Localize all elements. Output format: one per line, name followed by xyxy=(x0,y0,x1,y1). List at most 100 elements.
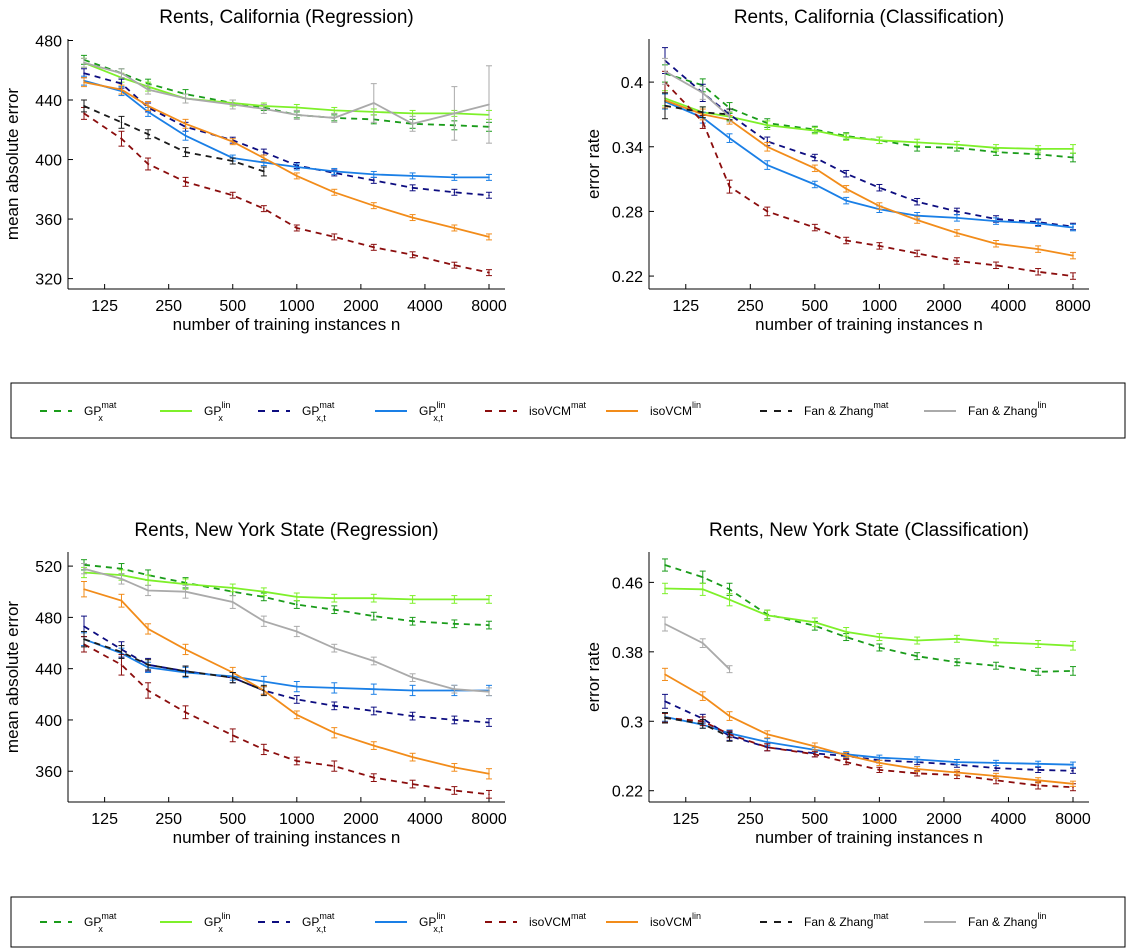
data-point xyxy=(916,639,918,642)
data-point xyxy=(147,105,149,107)
data-point xyxy=(333,191,336,194)
data-point xyxy=(1072,763,1074,766)
data-point xyxy=(916,214,918,217)
series-line xyxy=(664,623,731,670)
y-tick-label: 440 xyxy=(35,93,62,110)
data-point xyxy=(1037,763,1039,765)
data-point xyxy=(878,636,881,638)
series-GPx_mat xyxy=(81,559,492,630)
y-axis-label: error rate xyxy=(584,129,603,199)
series-line xyxy=(83,61,490,116)
data-point xyxy=(916,768,918,770)
x-tick-label: 250 xyxy=(737,811,764,828)
chart-title: Rents, California (Classification) xyxy=(734,7,1004,28)
data-point xyxy=(488,772,490,775)
data-point xyxy=(83,638,85,640)
data-point xyxy=(995,762,997,764)
data-point xyxy=(916,219,918,221)
series-fz_lin xyxy=(662,616,733,674)
data-point xyxy=(728,185,731,188)
series-line xyxy=(83,79,489,179)
series-line xyxy=(83,571,489,601)
data-point xyxy=(701,695,704,697)
legend-label: Fan & Zhanglin xyxy=(968,911,1046,929)
x-tick-label: 500 xyxy=(219,811,246,828)
data-point xyxy=(231,676,234,679)
series-fz_mat xyxy=(81,630,267,697)
data-point xyxy=(296,760,298,762)
data-point xyxy=(878,646,881,649)
x-tick-label: 8000 xyxy=(1055,811,1091,828)
series-line xyxy=(664,716,1074,766)
data-point xyxy=(664,623,666,625)
series-line xyxy=(83,105,265,173)
x-tick-label: 4000 xyxy=(407,298,443,315)
data-point xyxy=(878,762,881,764)
data-point xyxy=(333,236,336,238)
data-point xyxy=(333,705,336,707)
series-GPxt_lin xyxy=(81,75,492,181)
x-tick-label: 8000 xyxy=(471,298,507,315)
data-point xyxy=(453,789,456,792)
x-axis-label: number of training instances n xyxy=(173,828,401,847)
data-point xyxy=(411,598,414,601)
series-iso_mat xyxy=(81,106,492,277)
series-line xyxy=(83,643,490,796)
data-point xyxy=(1072,644,1074,647)
data-point xyxy=(845,199,847,202)
x-tick-label: 125 xyxy=(672,298,699,315)
legend-item: isoVCMlin xyxy=(606,911,701,929)
series-line xyxy=(83,625,490,724)
data-point xyxy=(728,588,731,591)
legend-item: GPmat x xyxy=(40,911,117,934)
data-point xyxy=(231,140,234,143)
data-point xyxy=(1037,779,1039,782)
x-tick-label: 125 xyxy=(91,298,118,315)
legend-label: GPlin x xyxy=(204,911,230,934)
data-point xyxy=(995,242,997,245)
y-tick-label: 480 xyxy=(35,33,62,50)
legend-label: isoVCMmat xyxy=(529,400,587,418)
data-point xyxy=(453,622,456,625)
data-point xyxy=(372,776,375,779)
data-point xyxy=(1037,670,1039,673)
data-point xyxy=(814,156,816,159)
legend-item: isoVCMmat xyxy=(485,400,587,418)
data-point xyxy=(956,771,958,774)
data-point xyxy=(333,170,336,173)
series-line xyxy=(664,716,730,738)
data-point xyxy=(372,246,375,249)
data-point xyxy=(147,133,149,136)
x-tick-label: 1000 xyxy=(279,298,315,315)
data-point xyxy=(120,82,123,85)
data-point xyxy=(916,655,918,657)
data-point xyxy=(184,590,187,593)
data-point xyxy=(1072,156,1074,159)
y-tick-label: 0.4 xyxy=(621,75,643,92)
data-point xyxy=(728,107,731,109)
data-point xyxy=(411,187,414,189)
series-fz_lin xyxy=(81,563,492,697)
data-point xyxy=(263,689,265,692)
y-tick-label: 360 xyxy=(35,764,62,781)
data-point xyxy=(766,145,769,148)
data-point xyxy=(664,716,666,719)
data-point xyxy=(231,103,234,106)
data-point xyxy=(184,648,187,651)
series-fz_lin xyxy=(81,57,492,144)
data-point xyxy=(995,779,997,782)
y-axis-label: mean absolute error xyxy=(3,601,22,753)
data-point xyxy=(701,576,704,578)
legends: GPmat x GPlin x GPmat x,t GPlin x,t isoVCMmat iso… xyxy=(10,382,1126,948)
chart-title: Rents, New York State (Regression) xyxy=(134,520,438,541)
legend-label: Fan & Zhangmat xyxy=(804,911,889,929)
data-point xyxy=(995,641,997,644)
data-point xyxy=(411,783,414,785)
data-point xyxy=(701,111,704,114)
data-point xyxy=(296,603,298,606)
data-point xyxy=(1037,643,1039,645)
data-point xyxy=(333,109,336,112)
data-point xyxy=(184,134,187,137)
data-point xyxy=(995,147,997,149)
